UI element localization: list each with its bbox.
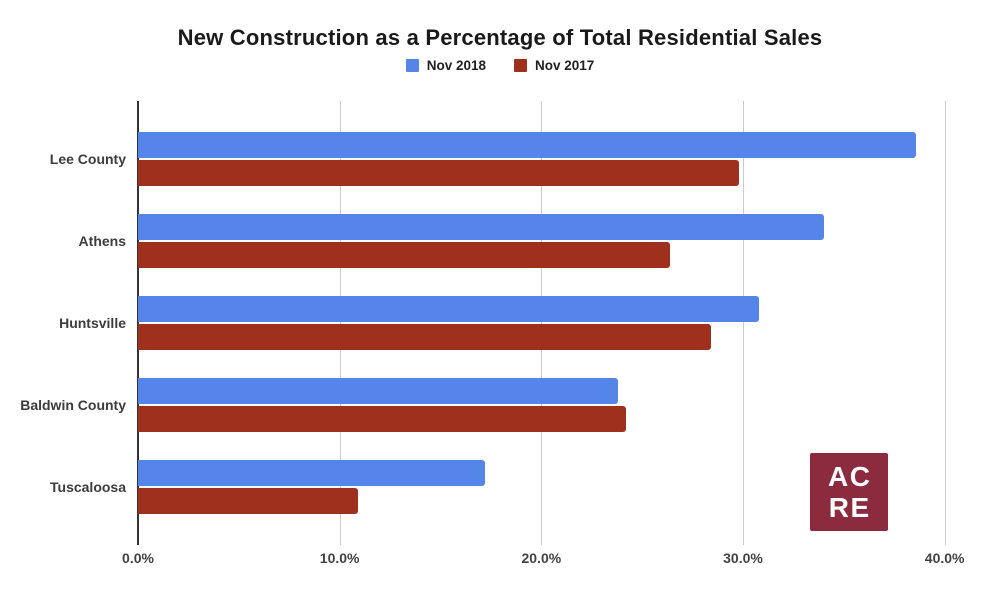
bar-rows [138, 118, 985, 528]
x-tick-label-20: 20.0% [521, 550, 562, 566]
bar-nov-2018-huntsville [138, 296, 760, 322]
category-label-huntsville: Huntsville [59, 315, 126, 331]
legend-item-nov-2018: Nov 2018 [405, 58, 486, 73]
legend-label-nov-2017: Nov 2017 [535, 58, 595, 73]
x-tick-label-0: 0.0% [122, 550, 154, 566]
chart-legend: Nov 2018 Nov 2017 [0, 58, 1000, 73]
category-label-tuscaloosa: Tuscaloosa [50, 479, 126, 495]
legend-label-nov-2018: Nov 2018 [426, 58, 486, 73]
chart-title: New Construction as a Percentage of Tota… [177, 25, 823, 50]
bar-nov-2017-athens [138, 242, 671, 268]
bar-nov-2017-tuscaloosa [138, 488, 358, 514]
x-tick-label-10: 10.0% [319, 550, 360, 566]
legend-swatch-nov-2018 [405, 59, 419, 72]
category-label-athens: Athens [78, 233, 126, 249]
bar-group-lee-county [138, 118, 985, 200]
x-axis: 0.0% 10.0% 20.0% 30.0% 40.0% [122, 550, 985, 570]
legend-swatch-nov-2017 [514, 59, 527, 72]
bar-nov-2018-lee-county [138, 132, 917, 158]
bar-nov-2017-huntsville [138, 324, 711, 350]
gridline-10 [339, 101, 341, 545]
gridline-20 [541, 101, 543, 545]
legend-item-nov-2017: Nov 2017 [514, 58, 594, 73]
category-label-baldwin-county: Baldwin County [20, 397, 126, 413]
bar-group-athens [138, 200, 985, 282]
category-axis: Lee County Athens Huntsville Baldwin County… [0, 118, 126, 528]
bar-group-huntsville [138, 282, 985, 364]
gridline-40 [944, 101, 946, 545]
x-tick-label-30: 30.0% [723, 550, 763, 566]
bar-nov-2017-baldwin-county [138, 406, 627, 432]
acre-logo: AC RE [810, 453, 888, 531]
bar-group-tuscaloosa [138, 446, 985, 528]
bar-nov-2018-athens [138, 214, 824, 240]
axis-baseline [137, 101, 139, 545]
x-tick-label-40: 40.0% [924, 550, 965, 566]
acre-logo-text-line1: AC [828, 461, 872, 492]
gridline-30 [743, 101, 744, 545]
bar-group-baldwin-county [138, 364, 985, 446]
bar-nov-2017-lee-county [138, 160, 739, 186]
acre-logo-text-line2: RE [828, 492, 871, 523]
bar-nov-2018-tuscaloosa [138, 460, 485, 486]
category-label-lee-county: Lee County [49, 151, 126, 167]
plot-area [137, 101, 985, 545]
bar-nov-2018-baldwin-county [138, 378, 618, 404]
